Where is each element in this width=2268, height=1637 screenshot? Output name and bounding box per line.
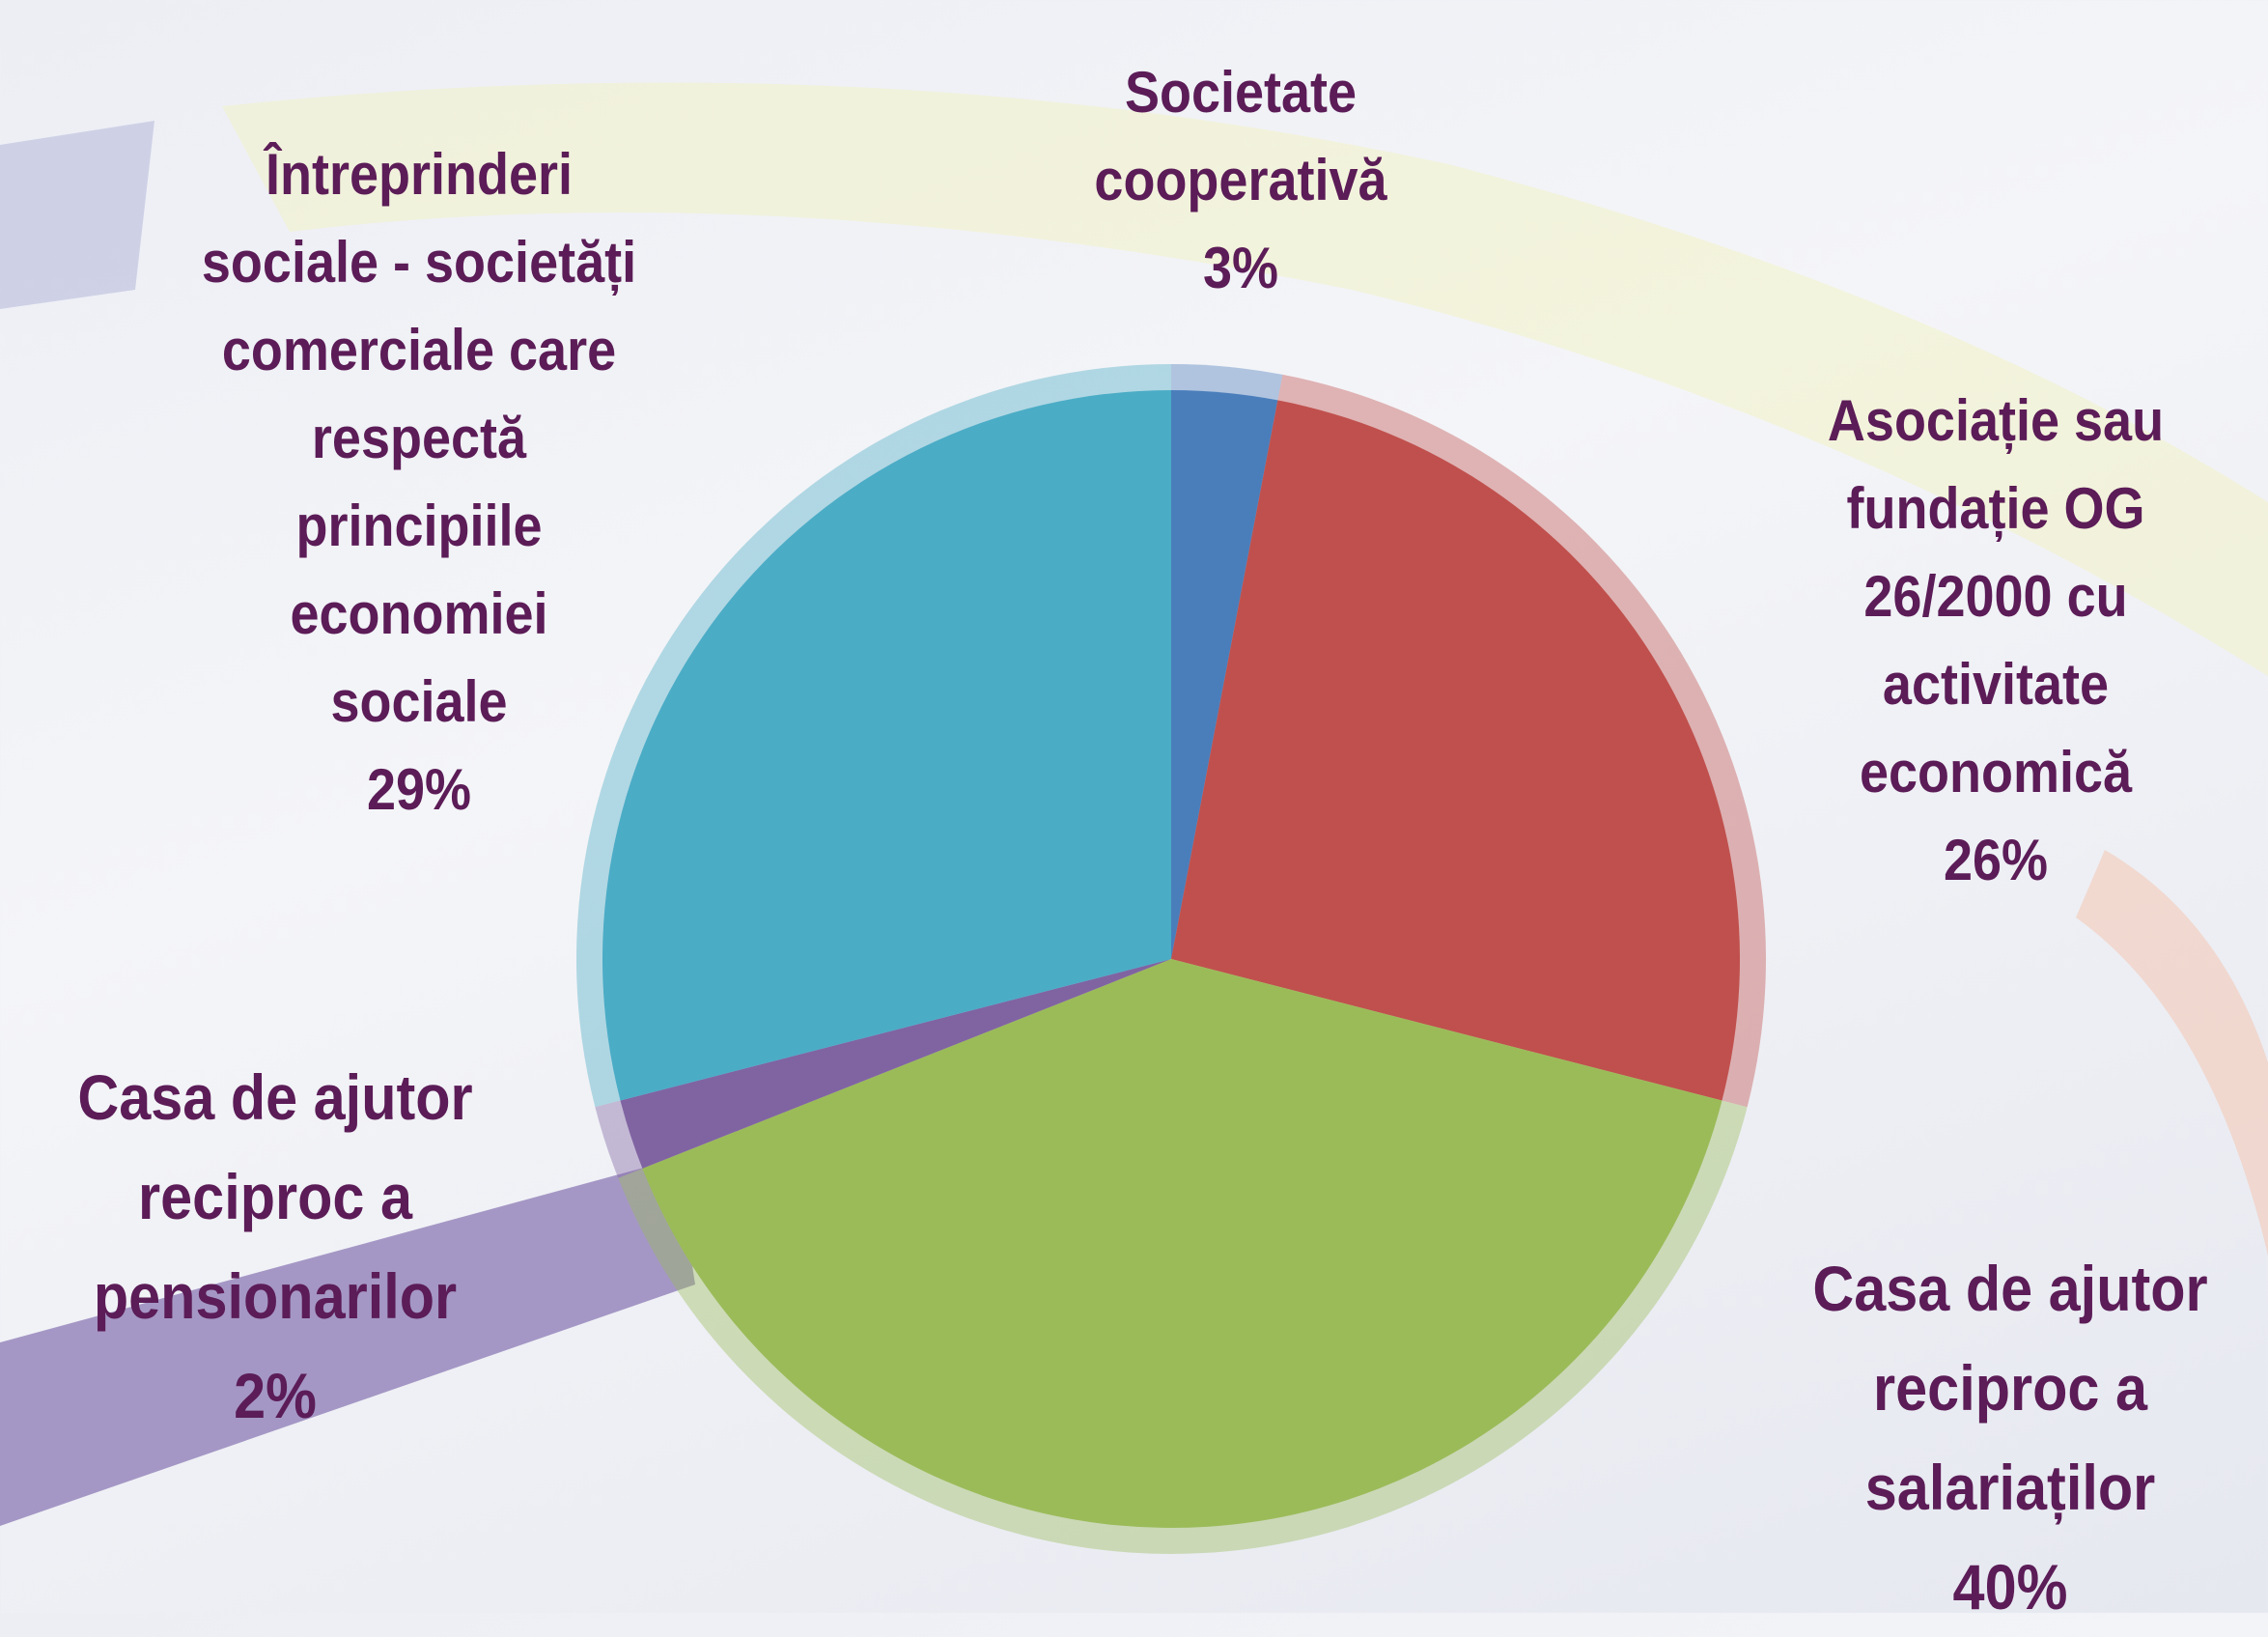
value-label: 29% xyxy=(71,746,767,833)
value-label: 40% xyxy=(1663,1538,2268,1637)
category-name: Casa de ajutor reciproc a pensionarilor xyxy=(0,1048,623,1346)
value-label: 26% xyxy=(1648,816,2268,904)
category-name: Întreprinderi sociale - societăți comerc… xyxy=(71,130,767,746)
value-label: 2% xyxy=(0,1346,623,1446)
value-label: 3% xyxy=(893,224,1588,312)
slice-label: Asociație sau fundație OG 26/2000 cu act… xyxy=(1648,377,2268,904)
category-name: Asociație sau fundație OG 26/2000 cu act… xyxy=(1648,377,2268,816)
category-name: Casa de ajutor reciproc a salariaților xyxy=(1663,1239,2268,1538)
slice-label: Întreprinderi sociale - societăți comerc… xyxy=(71,130,767,833)
category-name: Societate cooperativă xyxy=(893,48,1588,224)
page: (() => { const data = JSON.parse(documen… xyxy=(0,0,2268,1613)
